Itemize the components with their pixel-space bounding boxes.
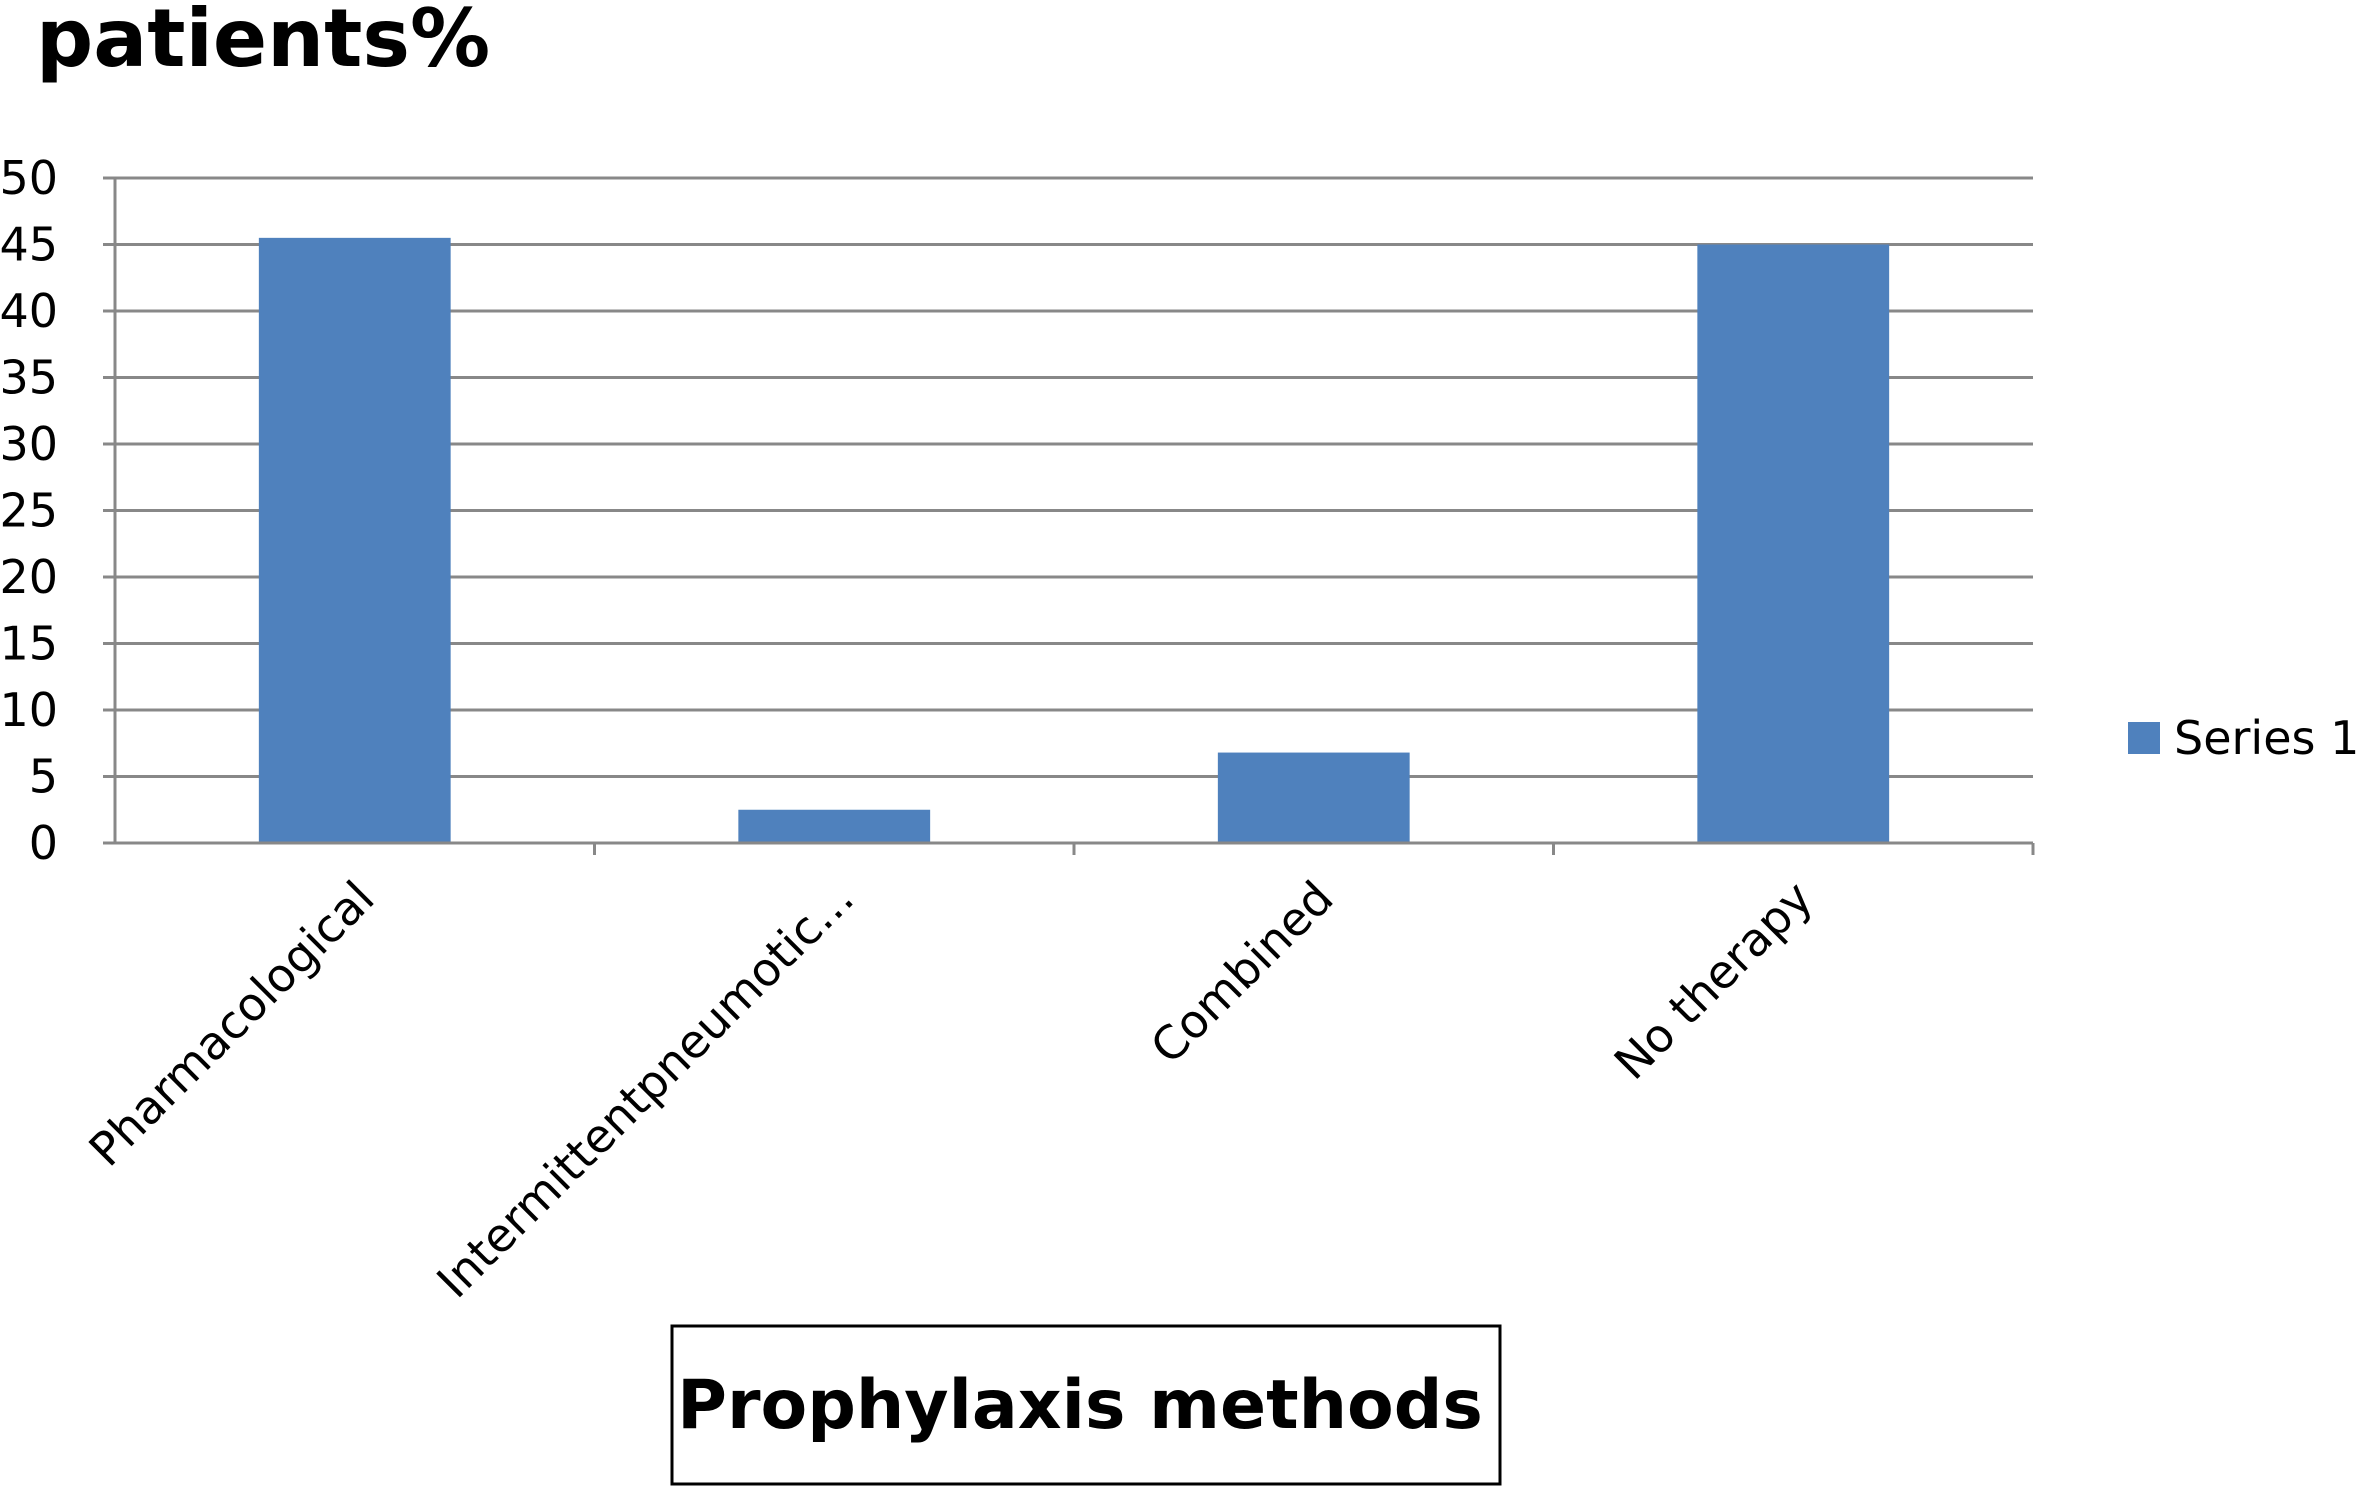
bar xyxy=(258,237,451,844)
x-category-label: Intermittentpneumotic... xyxy=(426,871,864,1309)
x-axis-categories: Pharmacological Intermittentpneumotic... C… xyxy=(79,871,1824,1309)
axes xyxy=(113,178,2035,855)
y-tick-label: 20 xyxy=(0,550,58,604)
y-tick-label: 50 xyxy=(0,151,58,205)
x-category-label: No therapy xyxy=(1604,871,1823,1090)
y-tick-label: 0 xyxy=(29,816,58,870)
y-axis-ticks: 0 5 10 15 20 25 30 35 40 45 50 xyxy=(0,151,58,870)
y-tick-label: 40 xyxy=(0,284,58,338)
x-category-label: Pharmacological xyxy=(79,871,385,1177)
bars xyxy=(258,237,1890,844)
x-axis-label-box xyxy=(670,1324,1502,1486)
bar xyxy=(1697,244,1890,843)
bar xyxy=(1217,752,1410,843)
y-tick-label: 45 xyxy=(0,218,58,272)
legend: Series 1 xyxy=(2128,711,2359,765)
y-tick-label: 30 xyxy=(0,417,58,471)
legend-label: Series 1 xyxy=(2174,711,2359,765)
legend-swatch xyxy=(2128,722,2160,754)
x-axis-label: Prophylaxis methods xyxy=(677,1366,1483,1445)
bar xyxy=(738,809,931,843)
x-category-label: Combined xyxy=(1140,871,1343,1074)
y-tick-label: 25 xyxy=(0,484,58,538)
y-tick-label: 10 xyxy=(0,683,58,737)
y-tick-label: 5 xyxy=(29,750,58,804)
y-axis-label: patients% xyxy=(36,0,490,85)
y-tick-label: 15 xyxy=(0,617,58,671)
y-tick-label: 35 xyxy=(0,351,58,405)
